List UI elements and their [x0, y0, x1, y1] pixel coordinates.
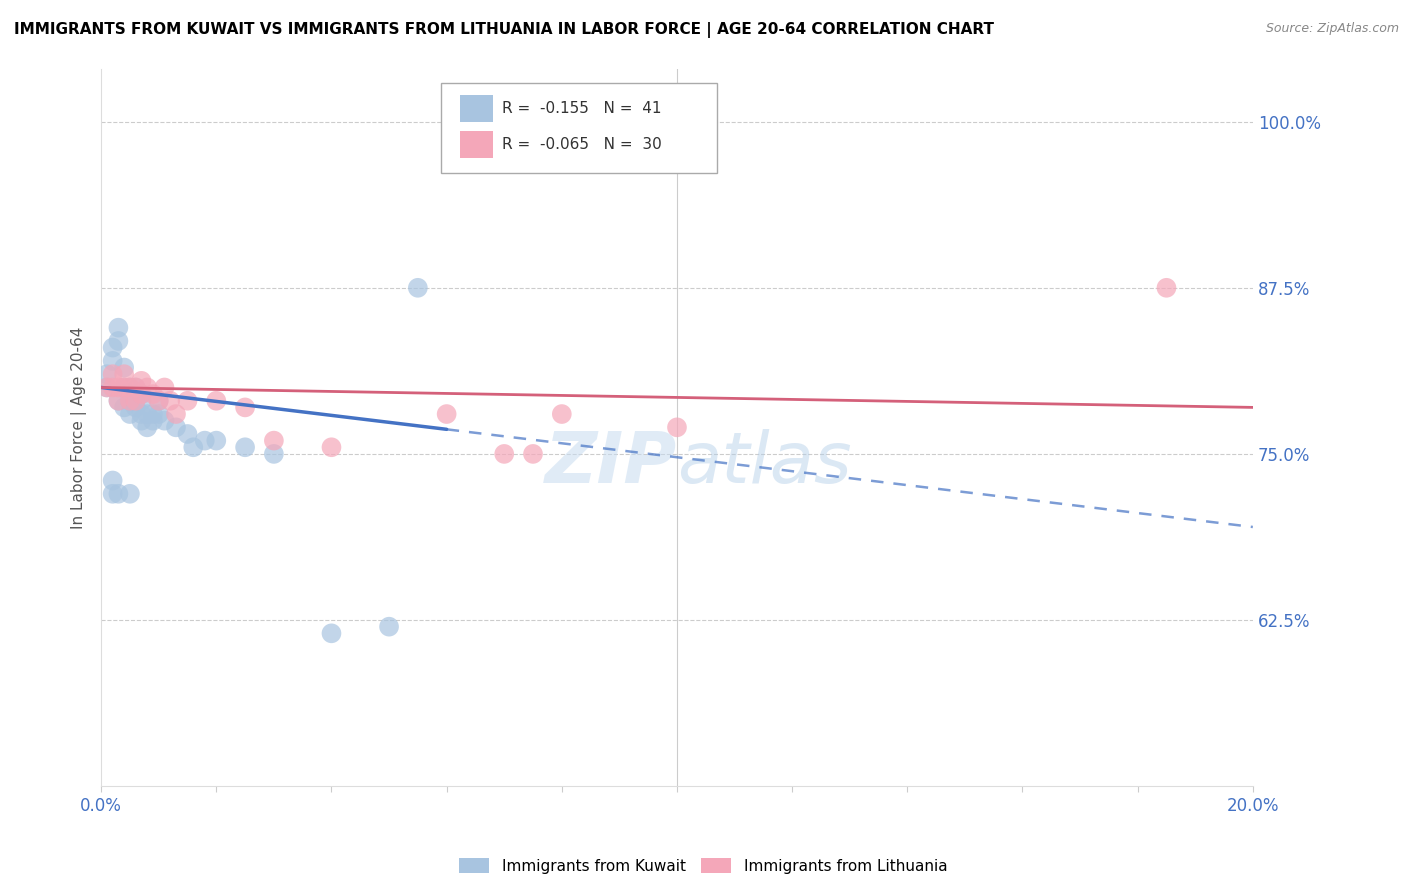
- Point: [118, 393, 141, 408]
- Point: [153, 380, 176, 394]
- Point: [101, 487, 124, 501]
- Point: [321, 440, 343, 454]
- Point: [125, 387, 148, 401]
- Point: [136, 380, 159, 394]
- Point: [159, 393, 181, 408]
- Point: [233, 440, 256, 454]
- Y-axis label: In Labor Force | Age 20-64: In Labor Force | Age 20-64: [72, 326, 87, 529]
- Point: [118, 487, 141, 501]
- Text: ZIP: ZIP: [544, 429, 676, 498]
- Point: [125, 401, 148, 415]
- Point: [101, 380, 124, 394]
- Point: [131, 374, 153, 388]
- Point: [96, 367, 118, 381]
- Point: [153, 414, 176, 428]
- Point: [522, 447, 544, 461]
- Point: [176, 393, 198, 408]
- Point: [181, 440, 204, 454]
- Point: [101, 341, 124, 355]
- Point: [101, 354, 124, 368]
- Point: [101, 367, 124, 381]
- Point: [112, 401, 135, 415]
- Point: [205, 434, 228, 448]
- Point: [436, 407, 458, 421]
- Point: [118, 380, 141, 394]
- Point: [118, 407, 141, 421]
- Point: [406, 281, 429, 295]
- Point: [131, 393, 153, 408]
- Point: [194, 434, 217, 448]
- Point: [142, 387, 165, 401]
- Point: [101, 474, 124, 488]
- Point: [131, 407, 153, 421]
- Point: [205, 393, 228, 408]
- Point: [118, 393, 141, 408]
- Point: [378, 620, 401, 634]
- Point: [1156, 281, 1178, 295]
- Point: [112, 360, 135, 375]
- Point: [96, 380, 118, 394]
- Text: IMMIGRANTS FROM KUWAIT VS IMMIGRANTS FROM LITHUANIA IN LABOR FORCE | AGE 20-64 C: IMMIGRANTS FROM KUWAIT VS IMMIGRANTS FRO…: [14, 22, 994, 38]
- Point: [233, 401, 256, 415]
- Point: [136, 407, 159, 421]
- Text: R =  -0.065   N =  30: R = -0.065 N = 30: [502, 137, 662, 153]
- Text: Source: ZipAtlas.com: Source: ZipAtlas.com: [1265, 22, 1399, 36]
- Point: [263, 434, 285, 448]
- Point: [165, 420, 187, 434]
- Point: [125, 393, 148, 408]
- Point: [142, 414, 165, 428]
- Point: [148, 393, 170, 408]
- Bar: [460, 131, 492, 158]
- Point: [96, 380, 118, 394]
- Point: [107, 380, 129, 394]
- Point: [148, 393, 170, 408]
- Point: [107, 487, 129, 501]
- Point: [165, 407, 187, 421]
- Point: [148, 407, 170, 421]
- FancyBboxPatch shape: [441, 83, 717, 172]
- Point: [142, 407, 165, 421]
- Bar: [460, 95, 492, 122]
- Point: [107, 393, 129, 408]
- Legend: Immigrants from Kuwait, Immigrants from Lithuania: Immigrants from Kuwait, Immigrants from …: [453, 852, 953, 880]
- Point: [551, 407, 574, 421]
- Point: [107, 334, 129, 348]
- Text: atlas: atlas: [676, 429, 852, 498]
- Point: [321, 626, 343, 640]
- Point: [112, 380, 135, 394]
- Point: [176, 427, 198, 442]
- Point: [107, 393, 129, 408]
- Text: R =  -0.155   N =  41: R = -0.155 N = 41: [502, 101, 661, 116]
- Point: [131, 387, 153, 401]
- Point: [665, 420, 688, 434]
- Point: [112, 380, 135, 394]
- Point: [131, 387, 153, 401]
- Point: [263, 447, 285, 461]
- Point: [494, 447, 516, 461]
- Point: [118, 380, 141, 394]
- Point: [112, 367, 135, 381]
- Point: [131, 414, 153, 428]
- Point: [125, 380, 148, 394]
- Point: [125, 380, 148, 394]
- Point: [107, 320, 129, 334]
- Point: [136, 420, 159, 434]
